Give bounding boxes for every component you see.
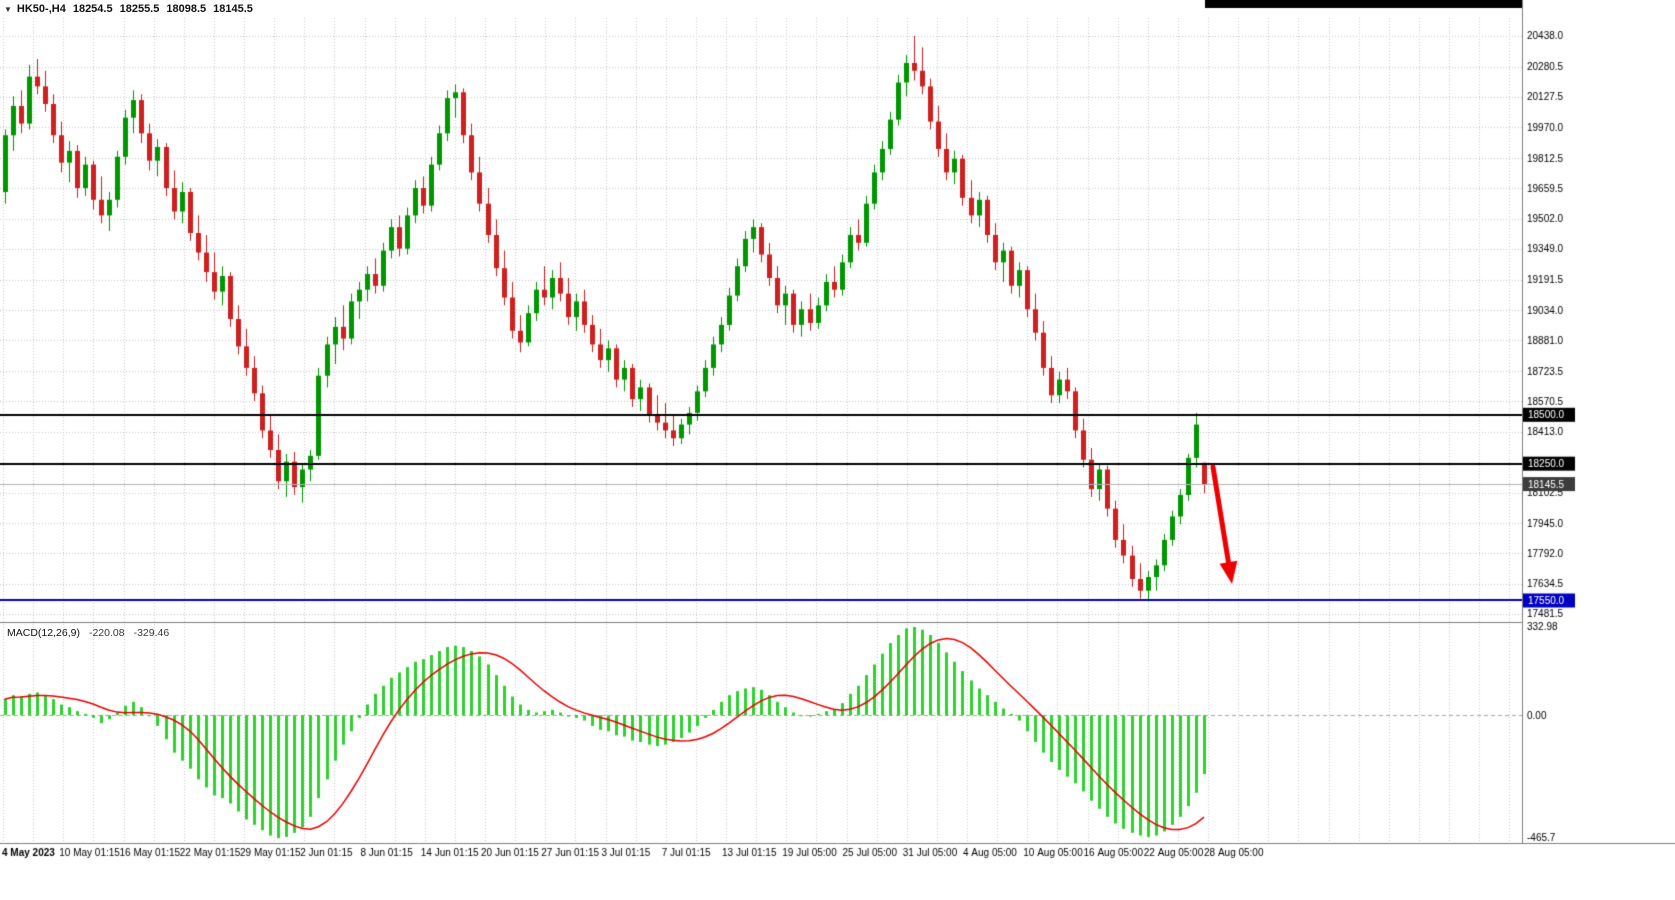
macd-signal-value: -329.46	[133, 627, 170, 639]
macd-name: MACD(12,26,9)	[7, 627, 80, 639]
macd-main-value: -220.08	[88, 627, 125, 639]
chart-header: ▼ HK50-,H4 18254.5 18255.5 18098.5 18145…	[4, 3, 253, 15]
ohlc-low-value: 18098.5	[166, 3, 207, 15]
ohlc-high-value: 18255.5	[119, 3, 160, 15]
macd-indicator-label: MACD(12,26,9) -220.08 -329.46	[7, 627, 169, 639]
ohlc-open-value: 18254.5	[72, 3, 113, 15]
symbol-period-label: HK50-,H4	[16, 3, 66, 15]
ohlc-close-value: 18145.5	[213, 3, 253, 15]
symbol-dropdown-icon[interactable]: ▼	[4, 4, 12, 14]
